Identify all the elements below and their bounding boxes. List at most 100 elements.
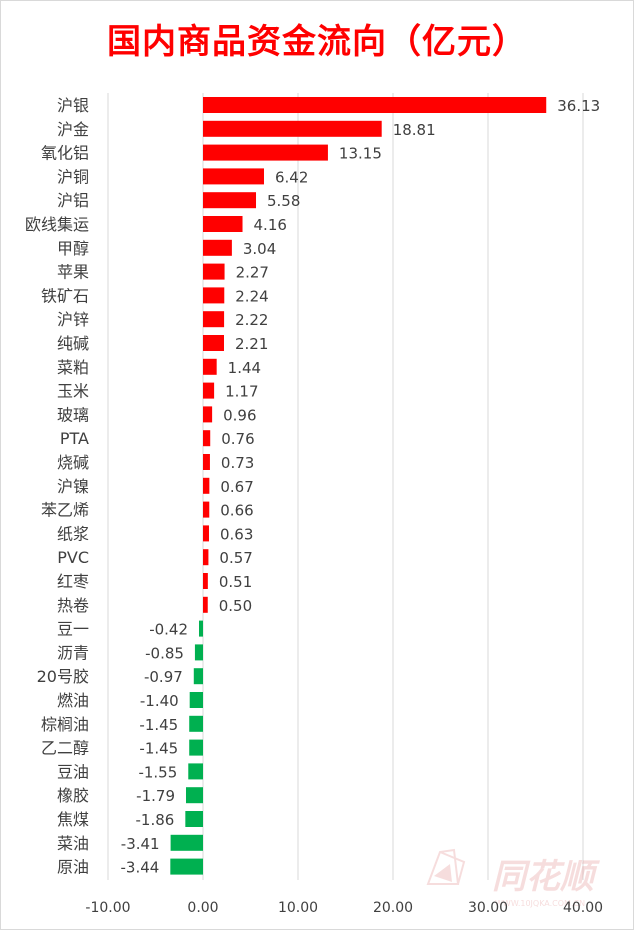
bar [203,335,224,351]
gridlines [107,93,584,880]
value-label: -0.85 [145,644,184,662]
value-label: 3.04 [243,240,276,258]
category-label: 焦煤 [57,810,89,829]
bar [185,787,203,804]
category-label: 欧线集运 [25,215,89,234]
bar [203,168,264,185]
category-label: 沪镍 [57,477,89,496]
category-label: 菜粕 [57,358,89,377]
watermark-brand: 同花顺 [492,857,600,897]
bar [203,406,213,423]
category-label: 沥青 [57,643,89,662]
bar [199,620,203,637]
value-label: -1.86 [136,811,175,829]
bar [203,549,209,566]
category-label: 原油 [57,858,89,877]
watermark-logo-icon [426,848,466,885]
category-label: PTA [60,429,89,448]
bar [203,596,208,613]
value-label: 1.17 [225,383,258,401]
x-tick-label: 0.00 [187,900,218,916]
value-label: 0.73 [221,454,254,472]
category-label: 20号胶 [37,667,89,686]
value-label: -3.41 [121,835,160,853]
category-label: 玉米 [57,382,89,401]
category-label: 热卷 [57,596,89,615]
value-label: 0.76 [221,430,254,448]
value-label: -1.55 [138,763,177,781]
bar [189,715,203,732]
category-label: 沪铜 [57,167,89,186]
value-label: 2.22 [235,311,268,329]
category-label: 沪铝 [57,191,89,210]
category-label: 豆一 [57,620,89,639]
category-label: 橡胶 [57,786,89,805]
category-label: 沪锌 [57,310,89,329]
bar [203,192,257,209]
bar [203,311,225,328]
value-label: -0.42 [149,621,188,639]
value-label: -1.79 [136,787,175,805]
bar [203,382,215,399]
value-label: 0.51 [219,573,252,591]
value-label: 4.16 [254,216,287,234]
bar [193,668,203,685]
bar [203,287,225,304]
value-label: 2.24 [235,287,268,305]
value-label: -1.40 [140,692,179,710]
bar [203,216,243,232]
category-label: 苯乙烯 [41,501,89,520]
category-label: 苹果 [57,263,89,282]
bar [203,477,210,494]
category-label: 纯碱 [57,334,89,353]
category-label: 豆油 [57,762,89,781]
category-label: 铁矿石 [41,286,89,305]
value-label: 36.13 [557,97,600,115]
value-label: -1.45 [139,740,178,758]
value-label: -3.44 [121,859,160,877]
bar [203,263,225,280]
chart-title: 国内商品资金流向（亿元） [107,22,527,62]
bar [194,644,203,661]
value-label: 6.42 [275,168,308,186]
bar [188,763,203,780]
bar [203,97,547,113]
x-tick-label: 20.00 [373,900,413,916]
watermark-url: WWW.10JQKA.COM.CN [495,899,585,908]
bar [170,858,203,875]
value-label: 0.63 [220,525,253,543]
bar [203,573,208,589]
category-label: 燃油 [57,691,89,710]
watermark: 同花顺 WWW.10JQKA.COM.CN [426,848,600,908]
value-label: 0.50 [219,597,252,615]
category-label: 乙二醇 [41,739,89,758]
value-label: 2.21 [235,335,268,353]
bar [203,454,210,470]
value-label: 0.96 [223,406,256,424]
category-label: 菜油 [57,834,89,853]
bar [203,120,382,137]
x-tick-label: -10.00 [85,900,130,916]
value-label: 13.15 [339,145,382,163]
value-label: 0.57 [219,549,252,567]
category-label: 烧碱 [57,453,89,472]
bar [189,739,203,756]
bar [185,811,203,827]
bar [203,239,232,256]
category-label: 沪银 [57,96,89,115]
value-label: -0.97 [144,668,183,686]
bar [170,834,203,851]
value-label: 0.66 [220,502,253,520]
category-label: PVC [57,548,89,567]
category-label: 氧化铝 [41,144,89,163]
category-label: 玻璃 [57,405,89,424]
x-tick-labels: -10.00 0.00 10.00 20.00 30.00 40.00 [85,900,603,916]
bar [203,501,210,518]
bar [203,525,209,542]
bars [170,97,547,875]
category-label: 纸浆 [57,524,89,543]
bar [203,144,328,161]
category-label: 红枣 [57,572,89,591]
